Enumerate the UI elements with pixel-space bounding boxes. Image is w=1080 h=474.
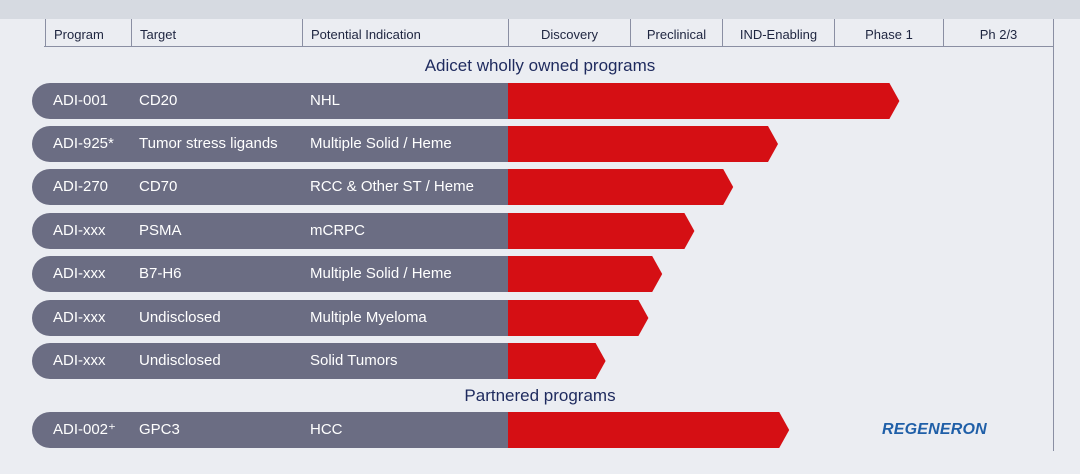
row-program: ADI-270 <box>53 178 109 195</box>
column-header-target: Target <box>131 19 302 47</box>
row-indication: Solid Tumors <box>310 352 398 369</box>
pipeline-row <box>32 213 695 249</box>
row-indication: mCRPC <box>310 222 365 239</box>
progress-bar <box>508 213 695 249</box>
row-target: Undisclosed <box>139 309 221 326</box>
column-header-discovery: Discovery <box>508 19 630 47</box>
pipeline-row <box>32 83 900 119</box>
row-program: ADI-xxx <box>53 309 106 326</box>
pipeline-header: Program Target Potential Indication Discove… <box>0 19 1080 47</box>
column-header-ph-2-3: Ph 2/3 <box>943 19 1053 47</box>
row-indication: HCC <box>310 421 343 438</box>
column-header-program: Program <box>45 19 131 47</box>
top-band <box>0 0 1080 19</box>
pipeline-row <box>32 256 663 292</box>
row-indication: Multiple Solid / Heme <box>310 265 452 282</box>
pipeline-row <box>32 412 790 448</box>
pipeline-row <box>32 169 734 205</box>
pipeline-row <box>32 343 606 379</box>
row-label-background <box>32 343 508 379</box>
progress-bar <box>508 83 900 119</box>
row-target: B7-H6 <box>139 265 182 282</box>
row-program: ADI-xxx <box>53 265 106 282</box>
row-program: ADI-001 <box>53 92 109 109</box>
row-label-background <box>32 126 508 162</box>
header-divider <box>44 46 1054 47</box>
chart-right-border <box>1053 19 1054 451</box>
progress-bar <box>508 126 778 162</box>
progress-bar <box>508 169 734 205</box>
pipeline-row <box>32 126 778 162</box>
column-header-ind-enabling: IND-Enabling <box>722 19 834 47</box>
row-label-background <box>32 213 508 249</box>
progress-bar <box>508 256 663 292</box>
row-program: ADI-xxx <box>53 222 106 239</box>
row-label-background <box>32 412 508 448</box>
row-label-background <box>32 83 508 119</box>
column-header-phase-1: Phase 1 <box>834 19 943 47</box>
partnered-section-title: Partnered programs <box>464 386 616 405</box>
pipeline-row <box>32 300 649 336</box>
row-label-background <box>32 169 508 205</box>
row-indication: NHL <box>310 92 341 109</box>
row-target: Undisclosed <box>139 352 221 369</box>
progress-bar <box>508 300 649 336</box>
row-program: ADI-xxx <box>53 352 106 369</box>
row-indication: Multiple Myeloma <box>310 309 427 326</box>
owned-section-title: Adicet wholly owned programs <box>424 56 656 75</box>
row-target: PSMA <box>139 222 182 239</box>
row-indication: RCC & Other ST / Heme <box>310 178 474 195</box>
column-header-potential-indication: Potential Indication <box>302 19 508 47</box>
row-program: ADI-002⁺ <box>53 421 116 438</box>
progress-bar <box>508 412 790 448</box>
row-target: CD20 <box>139 92 178 109</box>
row-target: CD70 <box>139 178 178 195</box>
row-label-background <box>32 300 508 336</box>
row-label-background <box>32 256 508 292</box>
column-header-preclinical: Preclinical <box>630 19 722 47</box>
row-indication: Multiple Solid / Heme <box>310 135 452 152</box>
row-program: ADI-925* <box>53 135 114 152</box>
regeneron-logo: REGENERON <box>882 421 987 438</box>
row-target: GPC3 <box>139 421 180 438</box>
row-target: Tumor stress ligands <box>139 135 278 152</box>
progress-bar <box>508 343 606 379</box>
